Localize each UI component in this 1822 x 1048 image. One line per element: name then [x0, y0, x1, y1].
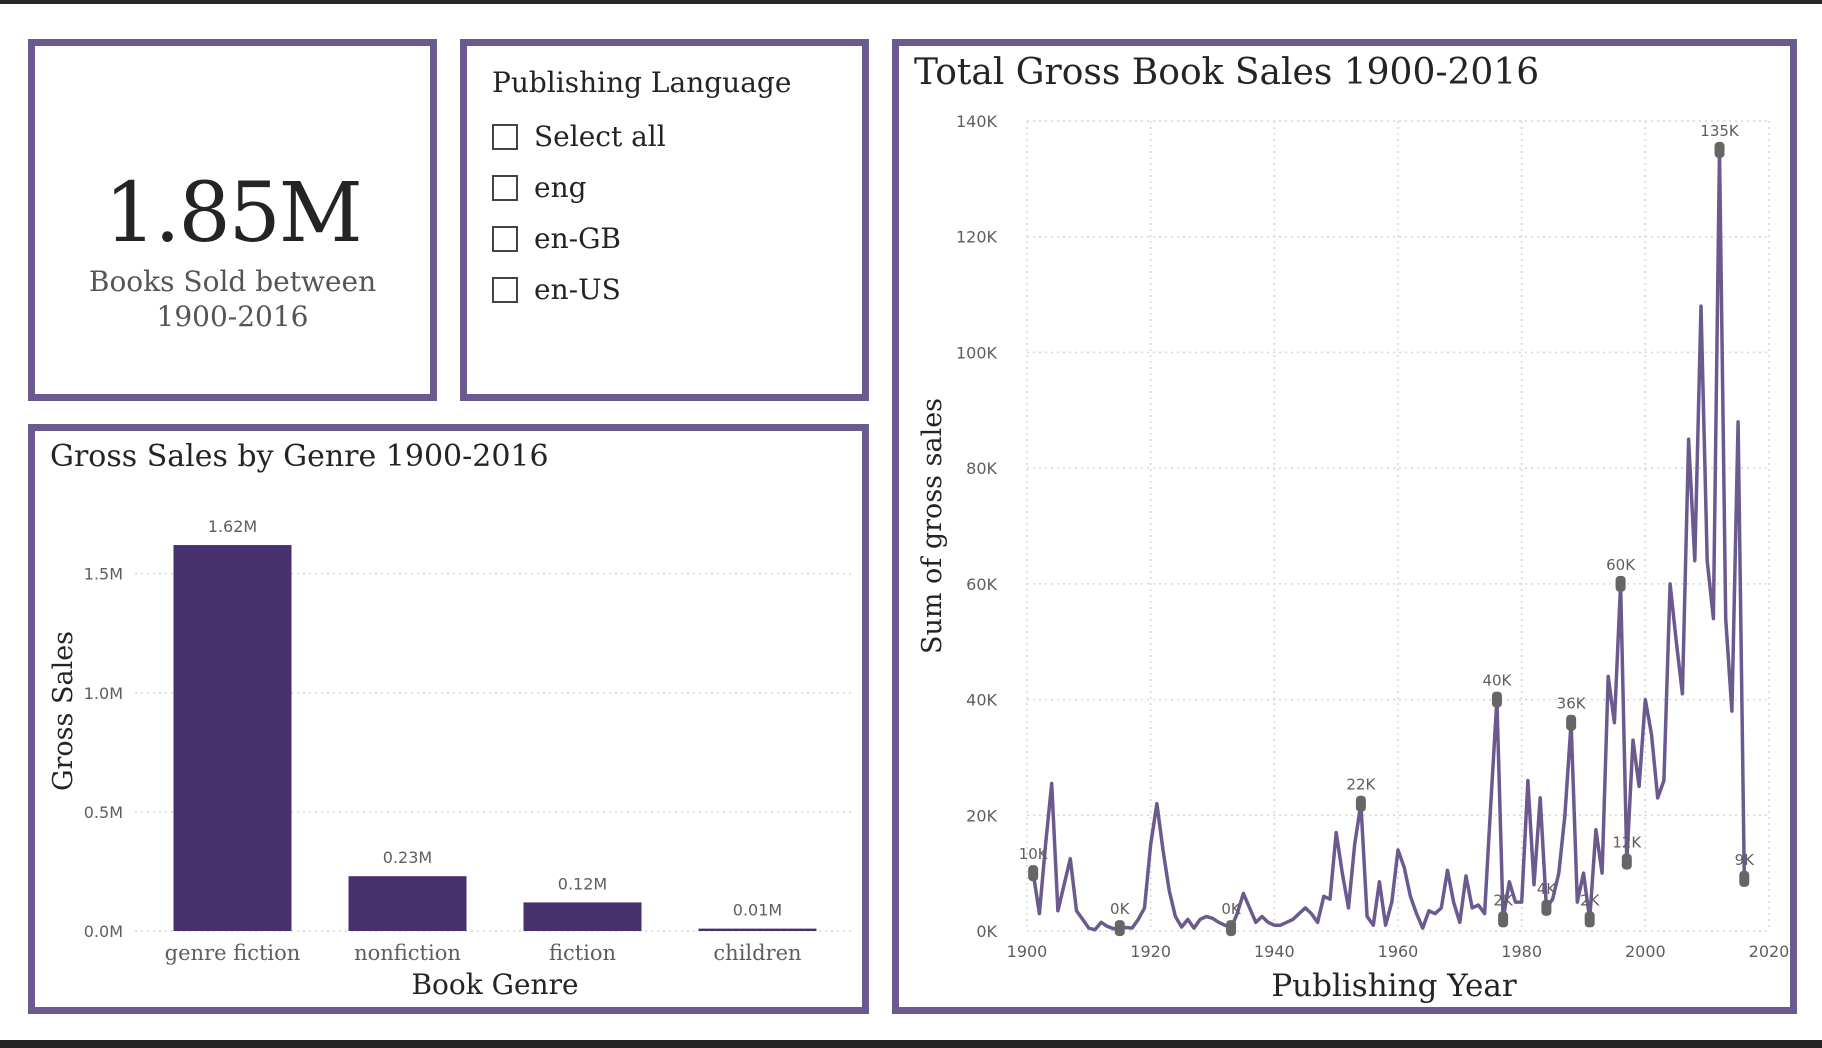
point-data-label: 36K [1557, 695, 1587, 713]
data-point-marker [1541, 899, 1552, 916]
slicer-option-select-all[interactable]: Select all [492, 111, 666, 162]
point-data-label: 2K [1493, 891, 1514, 909]
slicer-title: Publishing Language [492, 66, 792, 99]
data-point-marker [1714, 141, 1725, 158]
x-tick-label: 1940 [1254, 942, 1295, 961]
slicer-option-label: en-GB [534, 222, 622, 255]
data-point-marker [1355, 795, 1366, 812]
point-data-label: 60K [1606, 556, 1636, 574]
sales-line-chart-card: Total Gross Book Sales 1900-2016 0K 20K 40… [892, 39, 1797, 1014]
x-tick-label: nonfiction [354, 941, 461, 965]
x-tick-label: genre fiction [165, 941, 301, 965]
y-tick-label: 120K [956, 228, 998, 247]
y-tick-label: 1.0M [84, 684, 123, 703]
bar [173, 545, 292, 931]
slicer-option-label: eng [534, 171, 587, 204]
point-data-label: 9K [1735, 851, 1756, 869]
y-tick-label: 0.0M [84, 922, 123, 941]
y-axis-title: Gross Sales [48, 631, 79, 791]
x-axis-title: Book Genre [411, 968, 578, 1001]
data-point-marker [1621, 853, 1632, 870]
data-point-marker [1615, 575, 1626, 592]
y-tick-label: 100K [956, 343, 998, 362]
point-data-label: 10K [1019, 845, 1049, 863]
slicer-option-en-us[interactable]: en-US [492, 264, 666, 315]
y-tick-label: 0.5M [84, 803, 123, 822]
slicer-option-en-gb[interactable]: en-GB [492, 213, 666, 264]
language-slicer: Publishing Language Select all eng en-GB… [460, 39, 869, 401]
genre-bar-chart-card: Gross Sales by Genre 1900-2016 0.0M 0.5M 1… [28, 424, 869, 1014]
point-data-label: 40K [1482, 672, 1512, 690]
slicer-option-label: en-US [534, 273, 621, 306]
checkbox[interactable] [492, 174, 518, 201]
y-tick-label: 20K [966, 806, 997, 825]
data-point-marker [1114, 920, 1125, 937]
bar [348, 876, 467, 931]
kpi-value: 1.85M [104, 166, 363, 261]
x-tick-label: 1980 [1501, 942, 1542, 961]
point-data-label: 4K [1537, 880, 1558, 898]
point-data-label: 135K [1700, 122, 1740, 140]
point-data-label: 0K [1110, 900, 1131, 918]
y-tick-label: 60K [966, 575, 997, 594]
x-tick-label: 1920 [1130, 942, 1171, 961]
data-point-marker [1498, 911, 1509, 928]
line-chart-title: Total Gross Book Sales 1900-2016 [914, 52, 1540, 93]
slicer-option-label: Select all [534, 120, 666, 153]
y-tick-label: 80K [966, 459, 997, 478]
x-tick-label: 1900 [1007, 942, 1048, 961]
x-tick-label: 2000 [1625, 942, 1666, 961]
bar [523, 902, 642, 931]
kpi-card: 1.85M Books Sold between 1900-2016 [28, 39, 437, 401]
slicer-option-eng[interactable]: eng [492, 162, 666, 213]
x-tick-label: 1960 [1378, 942, 1419, 961]
x-tick-label: 2020 [1749, 942, 1790, 961]
data-point-marker [1028, 865, 1039, 882]
data-point-marker [1566, 714, 1577, 731]
bar-data-label: 0.23M [383, 848, 432, 867]
data-point-marker [1739, 870, 1750, 887]
bar-data-label: 0.12M [558, 874, 607, 893]
data-point-marker [1226, 920, 1237, 937]
checkbox[interactable] [492, 225, 518, 252]
sales-line [1031, 148, 1747, 932]
data-point-marker [1491, 691, 1502, 708]
bar-chart-title: Gross Sales by Genre 1900-2016 [50, 439, 549, 474]
data-point-marker [1584, 911, 1595, 928]
kpi-label: Books Sold between 1900-2016 [88, 265, 377, 333]
y-tick-label: 1.5M [84, 565, 123, 584]
y-tick-label: 40K [966, 691, 997, 710]
y-tick-label: 0K [976, 922, 997, 941]
x-axis-title: Publishing Year [1271, 968, 1517, 1004]
checkbox[interactable] [492, 276, 518, 303]
point-data-label: 0K [1221, 900, 1242, 918]
bar-chart: 0.0M 0.5M 1.0M 1.5M 1.62M genre fiction 0.23M n… [48, 517, 855, 1001]
y-axis-title: Sum of gross sales [917, 398, 948, 654]
point-data-label: 2K [1580, 891, 1601, 909]
bar [698, 928, 817, 931]
x-tick-label: children [713, 941, 801, 965]
x-tick-label: fiction [549, 941, 616, 965]
slicer-options: Select all eng en-GB en-US [492, 111, 666, 315]
y-tick-label: 140K [956, 112, 998, 131]
line-chart: 0K 20K 40K 60K 80K 100K 120K 140K 1900 1920 1940 19… [917, 112, 1790, 1004]
bar-data-label: 1.62M [208, 517, 257, 536]
bar-data-label: 0.01M [733, 901, 782, 920]
point-data-label: 22K [1346, 776, 1376, 794]
checkbox[interactable] [492, 123, 518, 150]
point-data-label: 12K [1612, 834, 1642, 852]
